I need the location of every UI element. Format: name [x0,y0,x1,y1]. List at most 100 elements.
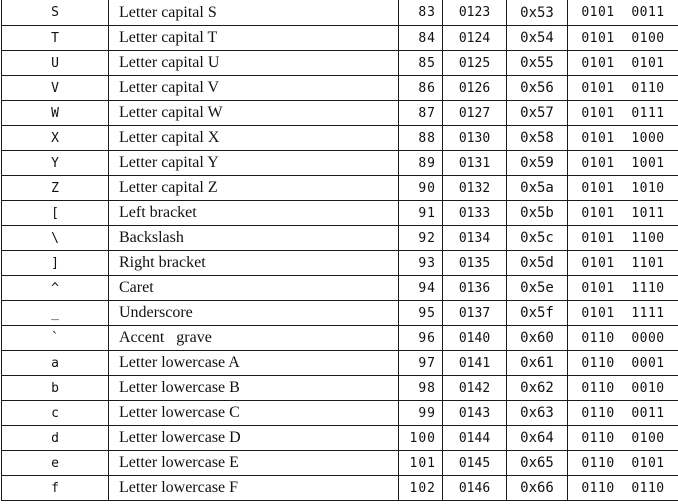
octal-cell: 0136 [442,275,507,301]
character-cell: S [1,0,109,26]
description-cell: Letter lowercase B [108,375,399,401]
hex-cell: 0x5e [506,275,568,301]
decimal-cell: 83 [398,0,443,26]
decimal-cell: 87 [398,100,443,126]
hex-cell: 0x63 [506,400,568,426]
octal-cell: 0135 [442,250,507,276]
octal-cell: 0143 [442,400,507,426]
hex-cell: 0x5c [506,225,568,251]
hex-cell: 0x64 [506,425,568,451]
octal-cell: 0130 [442,125,507,151]
binary-cell: 0101 0111 [567,100,678,126]
decimal-cell: 93 [398,250,443,276]
hex-cell: 0x56 [506,75,568,101]
description-cell: Backslash [108,225,399,251]
octal-cell: 0146 [442,475,507,501]
hex-cell: 0x59 [506,150,568,176]
binary-cell: 0101 0011 [567,0,678,26]
hex-cell: 0x62 [506,375,568,401]
binary-cell: 0101 1100 [567,225,678,251]
description-cell: Letter lowercase A [108,350,399,376]
table-row: T Letter capital T 84 0124 0x54 0101 0100 [1,25,678,51]
binary-cell: 0101 1101 [567,250,678,276]
binary-cell: 0101 1000 [567,125,678,151]
hex-cell: 0x55 [506,50,568,76]
table-row: V Letter capital V 86 0126 0x56 0101 0110 [1,75,678,101]
decimal-cell: 91 [398,200,443,226]
table-row: W Letter capital W 87 0127 0x57 0101 0111 [1,100,678,126]
table-row: e Letter lowercase E 101 0145 0x65 0110 0101 [1,450,678,476]
character-cell: Z [1,175,109,201]
octal-cell: 0141 [442,350,507,376]
description-cell: Letter capital Z [108,175,399,201]
decimal-cell: 88 [398,125,443,151]
hex-cell: 0x58 [506,125,568,151]
character-cell: ` [1,325,109,351]
octal-cell: 0132 [442,175,507,201]
table-row: b Letter lowercase B 98 0142 0x62 0110 0010 [1,375,678,401]
binary-cell: 0101 1110 [567,275,678,301]
description-cell: Accent grave [108,325,399,351]
binary-cell: 0101 1011 [567,200,678,226]
character-cell: Y [1,150,109,176]
hex-cell: 0x53 [506,0,568,26]
octal-cell: 0126 [442,75,507,101]
octal-cell: 0125 [442,50,507,76]
table-row: X Letter capital X 88 0130 0x58 0101 1000 [1,125,678,151]
character-cell: [ [1,200,109,226]
decimal-cell: 92 [398,225,443,251]
description-cell: Letter capital S [108,0,399,26]
character-cell: T [1,25,109,51]
octal-cell: 0142 [442,375,507,401]
octal-cell: 0134 [442,225,507,251]
octal-cell: 0137 [442,300,507,326]
table-row: S Letter capital S 83 0123 0x53 0101 0011 [1,0,678,26]
character-cell: \ [1,225,109,251]
octal-cell: 0133 [442,200,507,226]
hex-cell: 0x5b [506,200,568,226]
octal-cell: 0124 [442,25,507,51]
description-cell: Letter capital X [108,125,399,151]
table-row: c Letter lowercase C 99 0143 0x63 0110 0011 [1,400,678,426]
decimal-cell: 94 [398,275,443,301]
description-cell: Letter lowercase D [108,425,399,451]
binary-cell: 0101 0100 [567,25,678,51]
octal-cell: 0140 [442,325,507,351]
decimal-cell: 98 [398,375,443,401]
table-row: \ Backslash 92 0134 0x5c 0101 1100 [1,225,678,251]
character-cell: e [1,450,109,476]
decimal-cell: 86 [398,75,443,101]
hex-cell: 0x57 [506,100,568,126]
description-cell: Letter lowercase F [108,475,399,501]
decimal-cell: 99 [398,400,443,426]
hex-cell: 0x66 [506,475,568,501]
binary-cell: 0101 1001 [567,150,678,176]
table-row: f Letter lowercase F 102 0146 0x66 0110 0110 [1,475,678,501]
table-row: U Letter capital U 85 0125 0x55 0101 0101 [1,50,678,76]
description-cell: Letter capital Y [108,150,399,176]
decimal-cell: 84 [398,25,443,51]
octal-cell: 0145 [442,450,507,476]
description-cell: Left bracket [108,200,399,226]
binary-cell: 0110 0001 [567,350,678,376]
table-row: [Left bracket 91 0133 0x5b 0101 1011 [1,200,678,226]
hex-cell: 0x5f [506,300,568,326]
binary-cell: 0101 0110 [567,75,678,101]
character-cell: ^ [1,275,109,301]
description-cell: Letter capital W [108,100,399,126]
decimal-cell: 97 [398,350,443,376]
octal-cell: 0127 [442,100,507,126]
decimal-cell: 85 [398,50,443,76]
character-cell: X [1,125,109,151]
table-row: ` Accent grave 96 0140 0x60 0110 0000 [1,325,678,351]
binary-cell: 0110 0011 [567,400,678,426]
table-row: Y Letter capital Y 89 0131 0x59 0101 1001 [1,150,678,176]
hex-cell: 0x61 [506,350,568,376]
binary-cell: 0101 0101 [567,50,678,76]
character-cell: ] [1,250,109,276]
octal-cell: 0131 [442,150,507,176]
character-cell: c [1,400,109,426]
decimal-cell: 89 [398,150,443,176]
